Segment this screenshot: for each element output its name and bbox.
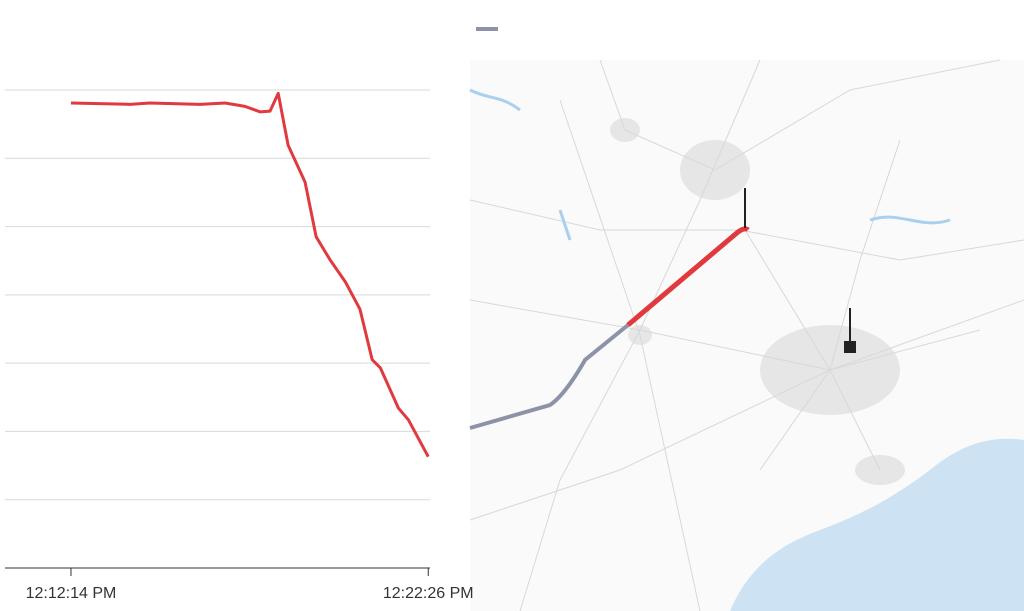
- x-tick-label: 12:12:14 PM: [26, 585, 117, 602]
- x-tick-label: 12:22:26 PM: [383, 585, 474, 602]
- marker-square: [844, 341, 856, 353]
- route-past: [469, 323, 630, 430]
- water: [730, 438, 1024, 611]
- map: [469, 27, 1024, 611]
- rivers: [469, 88, 951, 241]
- route-current: [626, 226, 750, 327]
- data-line: [70, 91, 430, 458]
